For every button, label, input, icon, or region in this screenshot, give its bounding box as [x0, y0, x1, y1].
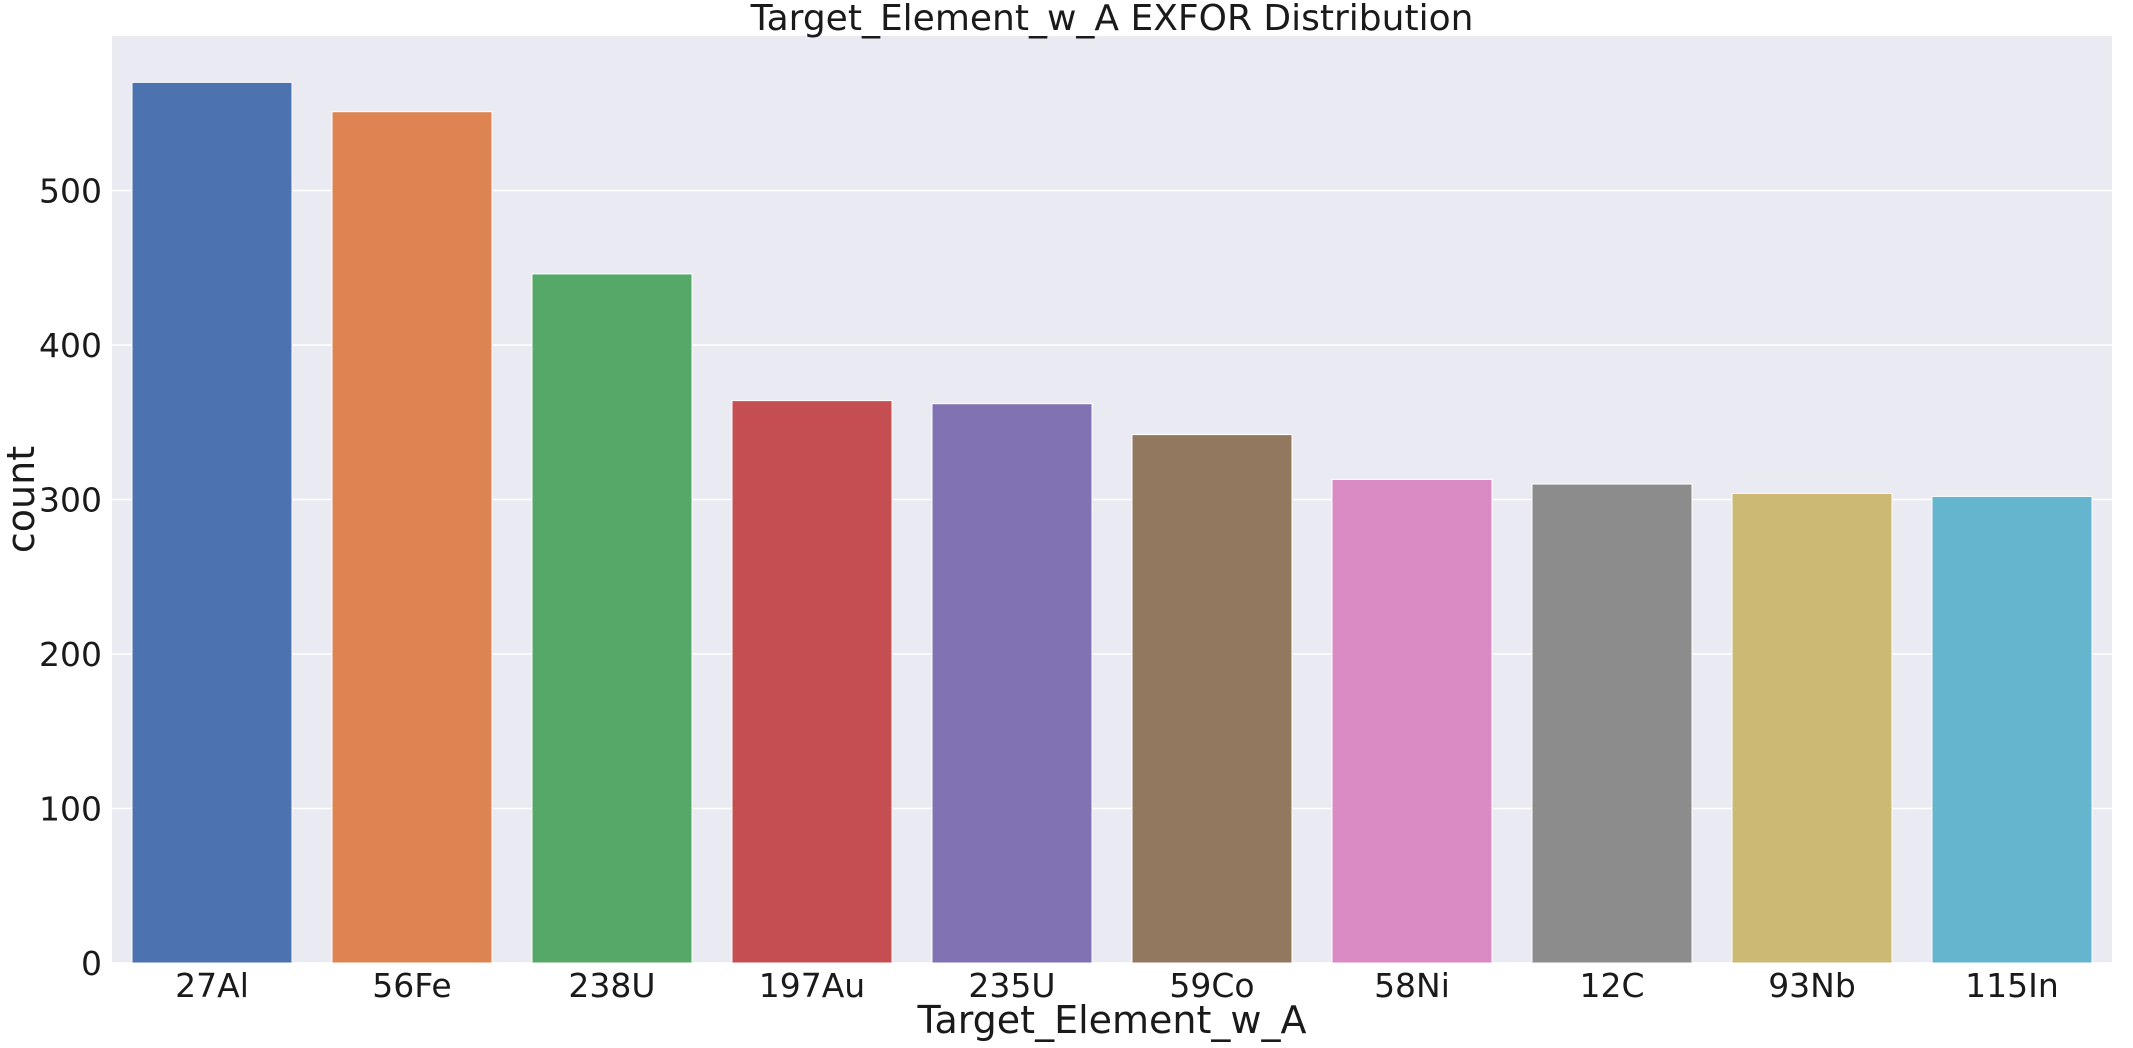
x-tick-label: 27Al	[175, 966, 249, 1005]
y-tick-label: 0	[81, 944, 102, 983]
x-tick-label: 59Co	[1169, 966, 1254, 1005]
y-tick-label: 200	[39, 635, 102, 674]
bar-56Fe	[331, 111, 493, 964]
chart-title: Target_Element_w_A EXFOR Distribution	[750, 0, 1474, 39]
bar-197Au	[731, 400, 893, 964]
x-tick-labels: 27Al 56Fe 238U 197Au 235U 59Co 58Ni 12C 93Nb 115I…	[175, 966, 2059, 1005]
x-tick-label: 58Ni	[1374, 966, 1450, 1005]
bar-27Al	[131, 81, 293, 964]
bar-93Nb	[1731, 492, 1893, 964]
bar-235U	[931, 403, 1093, 964]
bar-12C	[1531, 483, 1693, 964]
x-tick-label: 235U	[968, 966, 1055, 1005]
y-tick-label: 100	[39, 790, 102, 829]
x-tick-label: 238U	[568, 966, 655, 1005]
x-tick-label: 93Nb	[1768, 966, 1856, 1005]
x-tick-label: 197Au	[759, 966, 865, 1005]
y-tick-label: 400	[39, 326, 102, 365]
bar-58Ni	[1331, 478, 1493, 964]
y-tick-label: 300	[39, 481, 102, 520]
x-tick-label: 115In	[1965, 966, 2059, 1005]
bar-59Co	[1131, 434, 1293, 964]
x-axis-label: Target_Element_w_A	[917, 998, 1307, 1042]
x-tick-label: 56Fe	[372, 966, 451, 1005]
y-axis-label: count	[0, 446, 43, 553]
bar-238U	[531, 273, 693, 964]
bar-115In	[1931, 495, 2093, 964]
bars	[131, 81, 2093, 964]
y-tick-label: 500	[39, 172, 102, 211]
x-tick-label: 12C	[1579, 966, 1644, 1005]
y-tick-labels: 0 100 200 300 400 500	[39, 172, 102, 984]
